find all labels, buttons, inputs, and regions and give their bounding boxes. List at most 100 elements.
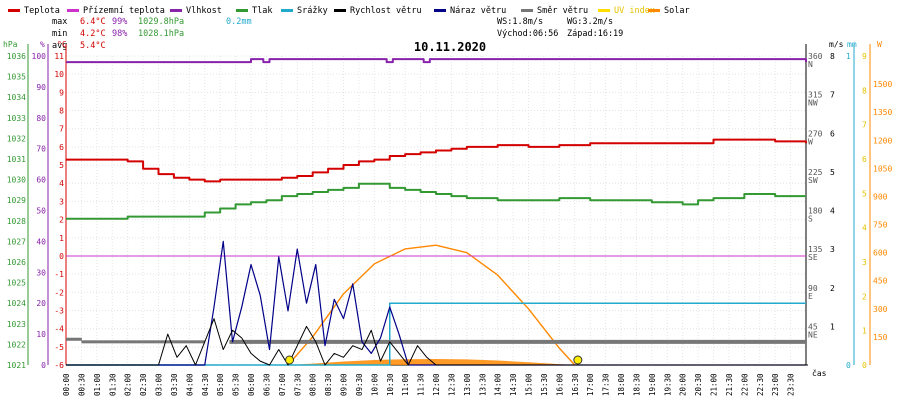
wind-dir-point <box>191 340 195 344</box>
hpa-tick-label: 1023 <box>7 320 26 329</box>
time-tick-label: 23:30 <box>787 373 796 396</box>
time-tick-label: 23:00 <box>771 373 780 396</box>
dir-compass-label: S <box>808 215 813 224</box>
wind-gust-line <box>66 240 806 366</box>
ms-tick-label: 8 <box>830 52 835 61</box>
wind-dir-point <box>168 340 172 344</box>
time-tick-label: 11:00 <box>401 373 410 396</box>
legend: Teplota Přízemní teplota Vlhkost Tlak Srážky… <box>8 6 690 16</box>
solar-line <box>287 244 576 366</box>
stats-min-press: 1028.1hPa <box>138 29 184 39</box>
time-tick-label: 16:00 <box>555 373 564 396</box>
degc-tick-label: 5 <box>59 161 64 170</box>
wind-dir-point <box>171 340 175 344</box>
wind-dir-point <box>76 337 80 341</box>
time-tick-label: 14:30 <box>509 373 518 396</box>
wind-dir-point <box>186 340 190 344</box>
legend-swatch-tlak <box>236 9 248 12</box>
dir-compass-label: NE <box>808 330 818 339</box>
hpa-tick-label: 1025 <box>7 279 26 288</box>
w-tick-label: 1500 <box>873 80 892 89</box>
time-tick-label: 05:00 <box>216 373 225 396</box>
wind-dir-point <box>91 340 95 344</box>
time-tick-label: 20:00 <box>679 373 688 396</box>
wind-dir-point <box>199 340 203 344</box>
degc-tick-label: 9 <box>59 88 64 97</box>
legend-swatch-teplota <box>8 9 20 12</box>
time-tick-label: 19:30 <box>663 373 672 396</box>
degc-tick-label: -6 <box>54 361 64 370</box>
grid <box>65 55 806 366</box>
stats-avg-temp: 5.4°C <box>80 41 106 51</box>
pct-tick-label: 80 <box>36 114 46 123</box>
wind-dir-point <box>202 340 206 344</box>
legend-label-teplota: Teplota <box>24 6 60 16</box>
time-tick-label: 07:30 <box>293 373 302 396</box>
axis-label-pct: % <box>40 40 45 49</box>
stats-avg-label: avg <box>52 41 67 51</box>
time-tick-label: 20:30 <box>694 373 703 396</box>
degc-tick-label: -4 <box>54 325 64 334</box>
legend-label-vlhkost: Vlhkost <box>186 6 222 16</box>
wind-dir-point <box>99 340 103 344</box>
axis-label-time: čas <box>812 368 827 378</box>
solar-measured-area <box>288 359 575 365</box>
ms-tick-label: 1 <box>830 322 835 331</box>
wind-dir-point <box>127 340 131 344</box>
dir-tick-label: 135 <box>808 245 823 254</box>
pct-tick-label: 0 <box>41 361 46 370</box>
legend-label-uv-index: UV index <box>614 6 655 16</box>
uv-tick-label: 6 <box>862 155 867 164</box>
degc-tick-label: -3 <box>54 306 64 315</box>
wind-info: WS:1.8m/s WG:3.2m/s Východ:06:56 Západ:1… <box>497 17 623 39</box>
uv-tick-label: 2 <box>862 292 867 301</box>
dir-tick-label: 360 <box>808 52 823 61</box>
uv-tick-label: 4 <box>862 224 867 233</box>
dir-tick-label: 90 <box>808 284 818 293</box>
hpa-tick-label: 1033 <box>7 114 26 123</box>
degc-tick-label: 6 <box>59 143 64 152</box>
ms-tick-label: 6 <box>830 129 835 138</box>
wind-dir-point <box>109 340 113 344</box>
pressure-line <box>66 182 806 220</box>
pct-tick-label: 10 <box>36 330 46 339</box>
time-tick-label: 12:30 <box>447 373 456 396</box>
time-tick-label: 14:00 <box>494 373 503 396</box>
hpa-tick-label: 1026 <box>7 258 26 267</box>
axis-label-w: W <box>877 40 882 49</box>
wind-dir-point <box>166 340 170 344</box>
pct-tick-label: 50 <box>36 207 46 216</box>
dir-compass-label: N <box>808 60 813 69</box>
axis-label-hpa: hPa <box>3 40 18 49</box>
time-tick-label: 02:30 <box>139 373 148 396</box>
wind-speed-line <box>66 318 806 366</box>
pct-tick-label: 100 <box>32 52 47 61</box>
axis-label-degc: °C <box>57 40 67 49</box>
hpa-tick-label: 1021 <box>7 361 26 370</box>
wind-dir-point <box>189 340 193 344</box>
time-tick-label: 09:00 <box>340 373 349 396</box>
time-tick-label: 16:30 <box>571 373 580 396</box>
hpa-tick-label: 1028 <box>7 217 26 226</box>
ms-tick-label: 4 <box>830 207 835 216</box>
w-tick-label: 150 <box>873 333 888 342</box>
dir-compass-label: SW <box>808 176 818 185</box>
axis-label-ms: m/s <box>829 40 844 49</box>
pct-tick-label: 90 <box>36 83 46 92</box>
wind-dir-point <box>101 340 105 344</box>
dir-tick-label: 225 <box>808 168 823 177</box>
ms-tick-label: 5 <box>830 168 835 177</box>
time-tick-label: 04:00 <box>185 373 194 396</box>
wind-dir-point <box>179 340 183 344</box>
legend-label-srazky: Srážky <box>297 6 328 16</box>
wind-wg: WG:3.2m/s <box>567 17 613 27</box>
wind-dir-point <box>143 340 147 344</box>
legend-swatch-prizemni-teplota <box>67 9 79 12</box>
hpa-tick-label: 1031 <box>7 155 26 164</box>
time-tick-label: 22:30 <box>756 373 765 396</box>
ms-tick-label: 7 <box>830 91 835 100</box>
wind-dir-point <box>137 340 141 344</box>
wind-dir-point <box>194 340 198 344</box>
